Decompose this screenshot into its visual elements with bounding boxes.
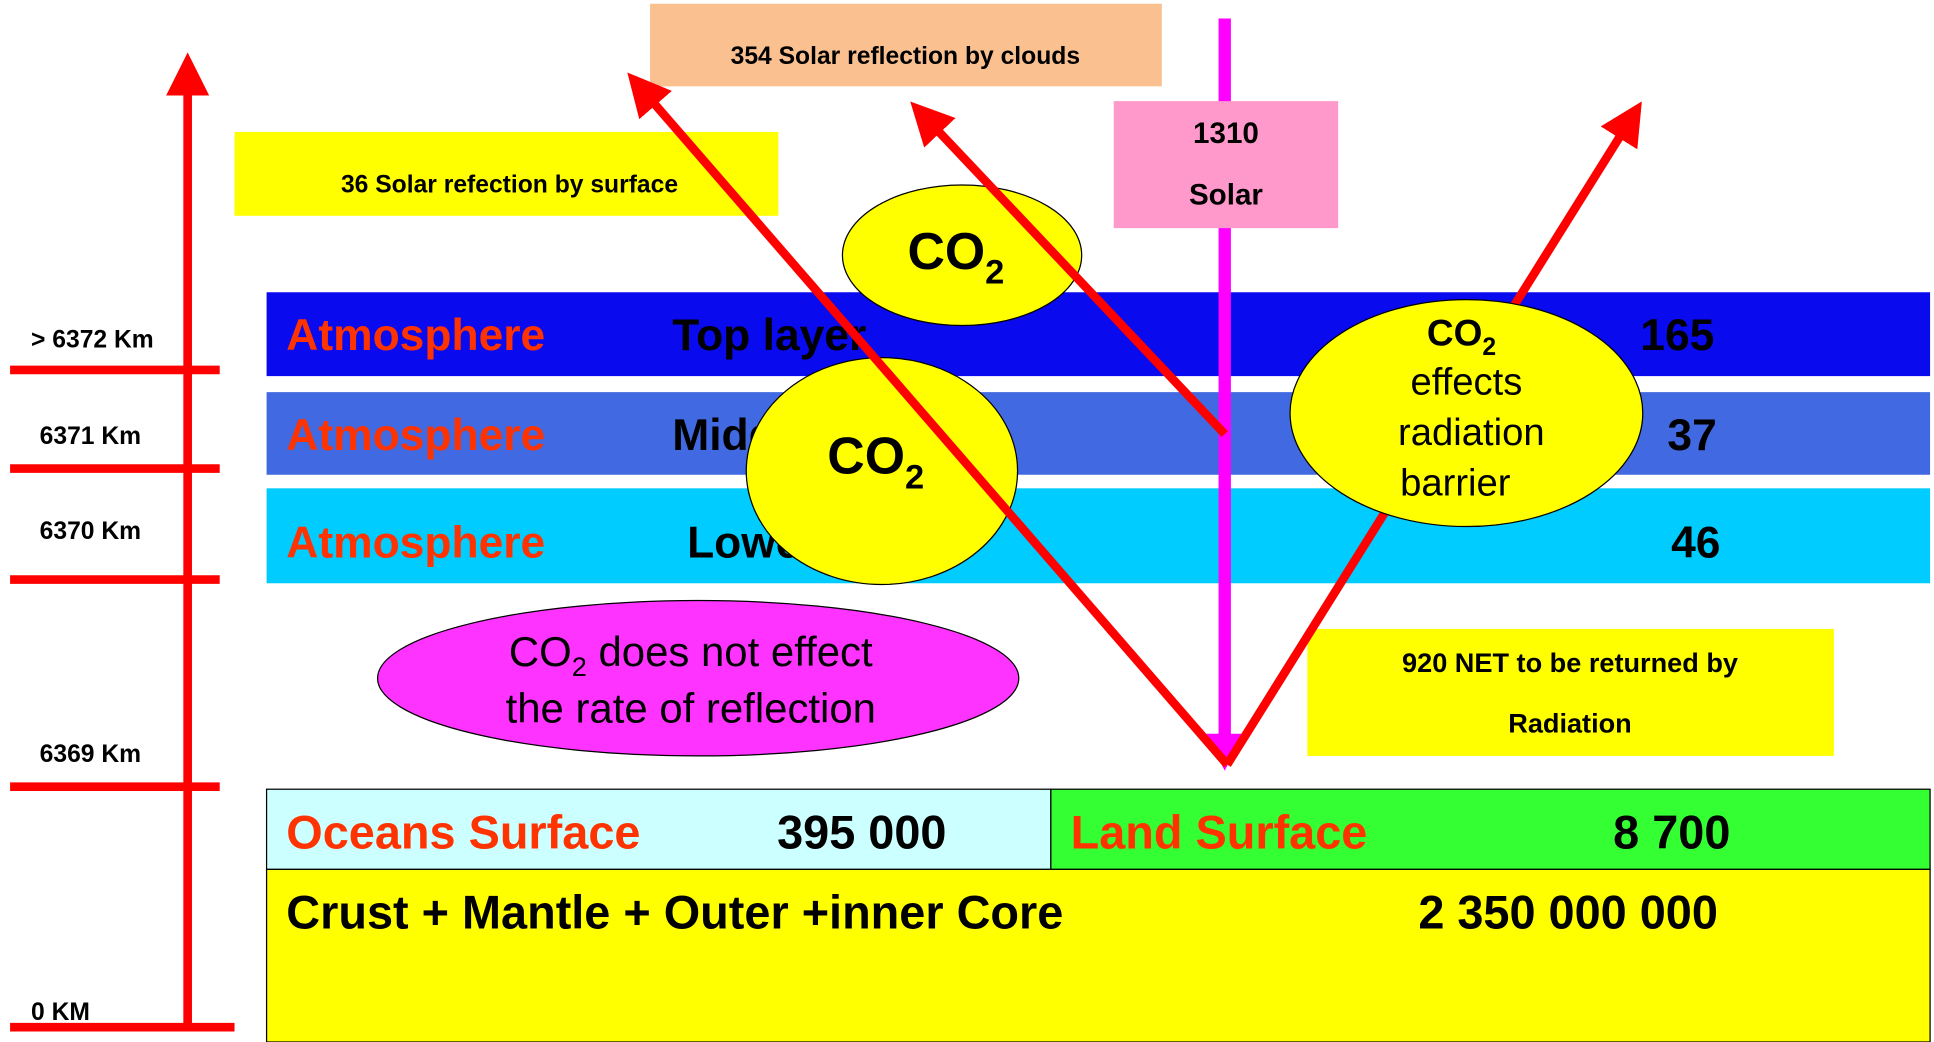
cloud-box	[650, 3, 1162, 87]
land-box	[1050, 788, 1931, 870]
altitude-label: 6369 Km	[40, 741, 141, 768]
cloud-label: 354 Solar reflection by clouds	[731, 43, 1080, 70]
surface-reflection-arrow	[627, 72, 1231, 768]
layer-level: Top layer	[672, 311, 866, 360]
oceans-value: 395 000	[777, 806, 946, 858]
altitude-label: 6371 Km	[40, 423, 141, 450]
solar-label: Solar	[1189, 179, 1263, 212]
core-box	[265, 868, 1931, 1042]
core-value: 2 350 000 000	[1418, 887, 1718, 939]
land-value: 8 700	[1613, 806, 1730, 858]
layer-name: Atmosphere	[286, 311, 545, 360]
net-box	[1307, 628, 1834, 756]
barrier-title: CO2	[1427, 312, 1496, 361]
oceans-box	[265, 788, 1052, 870]
band-low	[266, 488, 1931, 584]
altitude-label: > 6372 Km	[31, 327, 154, 354]
barrier-line: barrier	[1400, 462, 1511, 505]
net-label: Radiation	[1508, 707, 1632, 738]
band-middle	[266, 392, 1931, 475]
altitude-ticks	[10, 365, 235, 1032]
layer-name: Atmosphere	[286, 518, 545, 567]
core-label: Crust + Mantle + Outer +inner Core	[286, 887, 1063, 939]
layer-name: Atmosphere	[286, 411, 545, 460]
barrier-line: radiation	[1398, 411, 1545, 454]
layer-value: 37	[1667, 411, 1716, 460]
net-label: 920 NET to be returned by	[1402, 647, 1738, 678]
note-line: the rate of reflection	[506, 685, 876, 732]
cloud-reflection-arrow	[910, 101, 1228, 438]
note-line: CO2 does not effect	[509, 628, 873, 682]
surface-label: 36 Solar refection by surface	[341, 171, 678, 198]
layer-value: 165	[1640, 311, 1714, 360]
altitude-label: 0 KM	[31, 999, 90, 1026]
solar-box	[1113, 101, 1339, 229]
barrier-line: effects	[1410, 361, 1522, 404]
barrier-bubble	[1289, 299, 1644, 528]
solar-value: 1310	[1193, 117, 1259, 150]
land-label: Land Surface	[1071, 806, 1368, 858]
layer-value: 46	[1671, 518, 1720, 567]
co2-bubble	[745, 356, 1019, 586]
altitude-label: 6370 Km	[40, 518, 141, 545]
co2-label: CO2	[827, 427, 924, 497]
oceans-label: Oceans Surface	[286, 806, 640, 858]
reflection-note	[376, 599, 1020, 757]
co2-label: CO2	[907, 222, 1004, 292]
